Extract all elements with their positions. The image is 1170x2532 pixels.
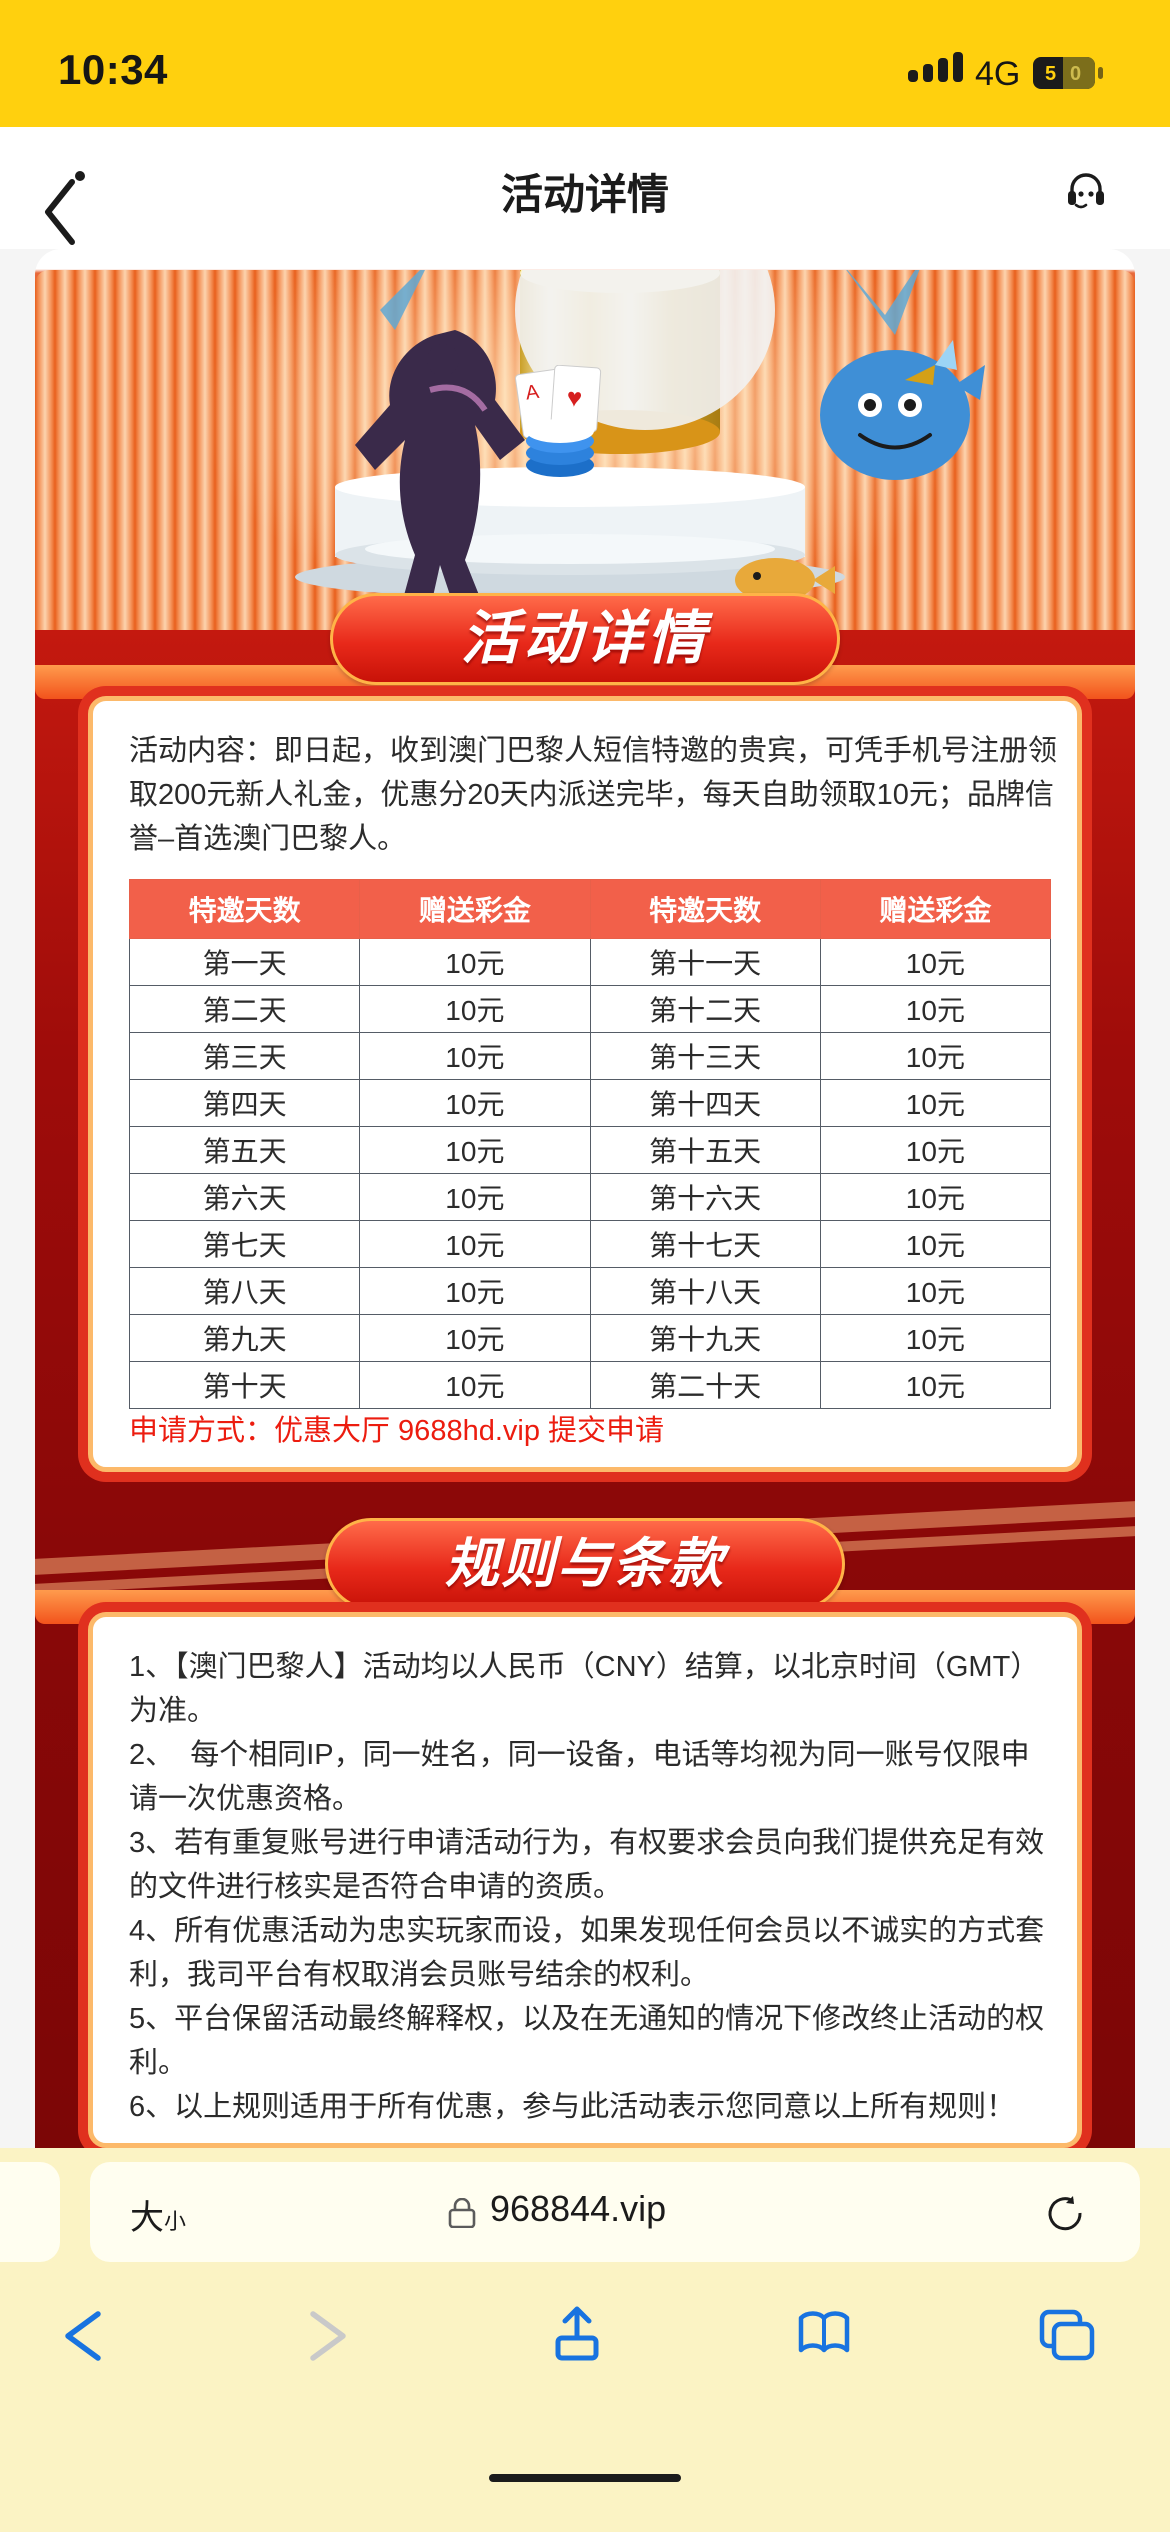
svg-text:0: 0 [1070,63,1081,85]
svg-text:5: 5 [1045,63,1056,85]
svg-text:♥: ♥ [566,382,583,413]
